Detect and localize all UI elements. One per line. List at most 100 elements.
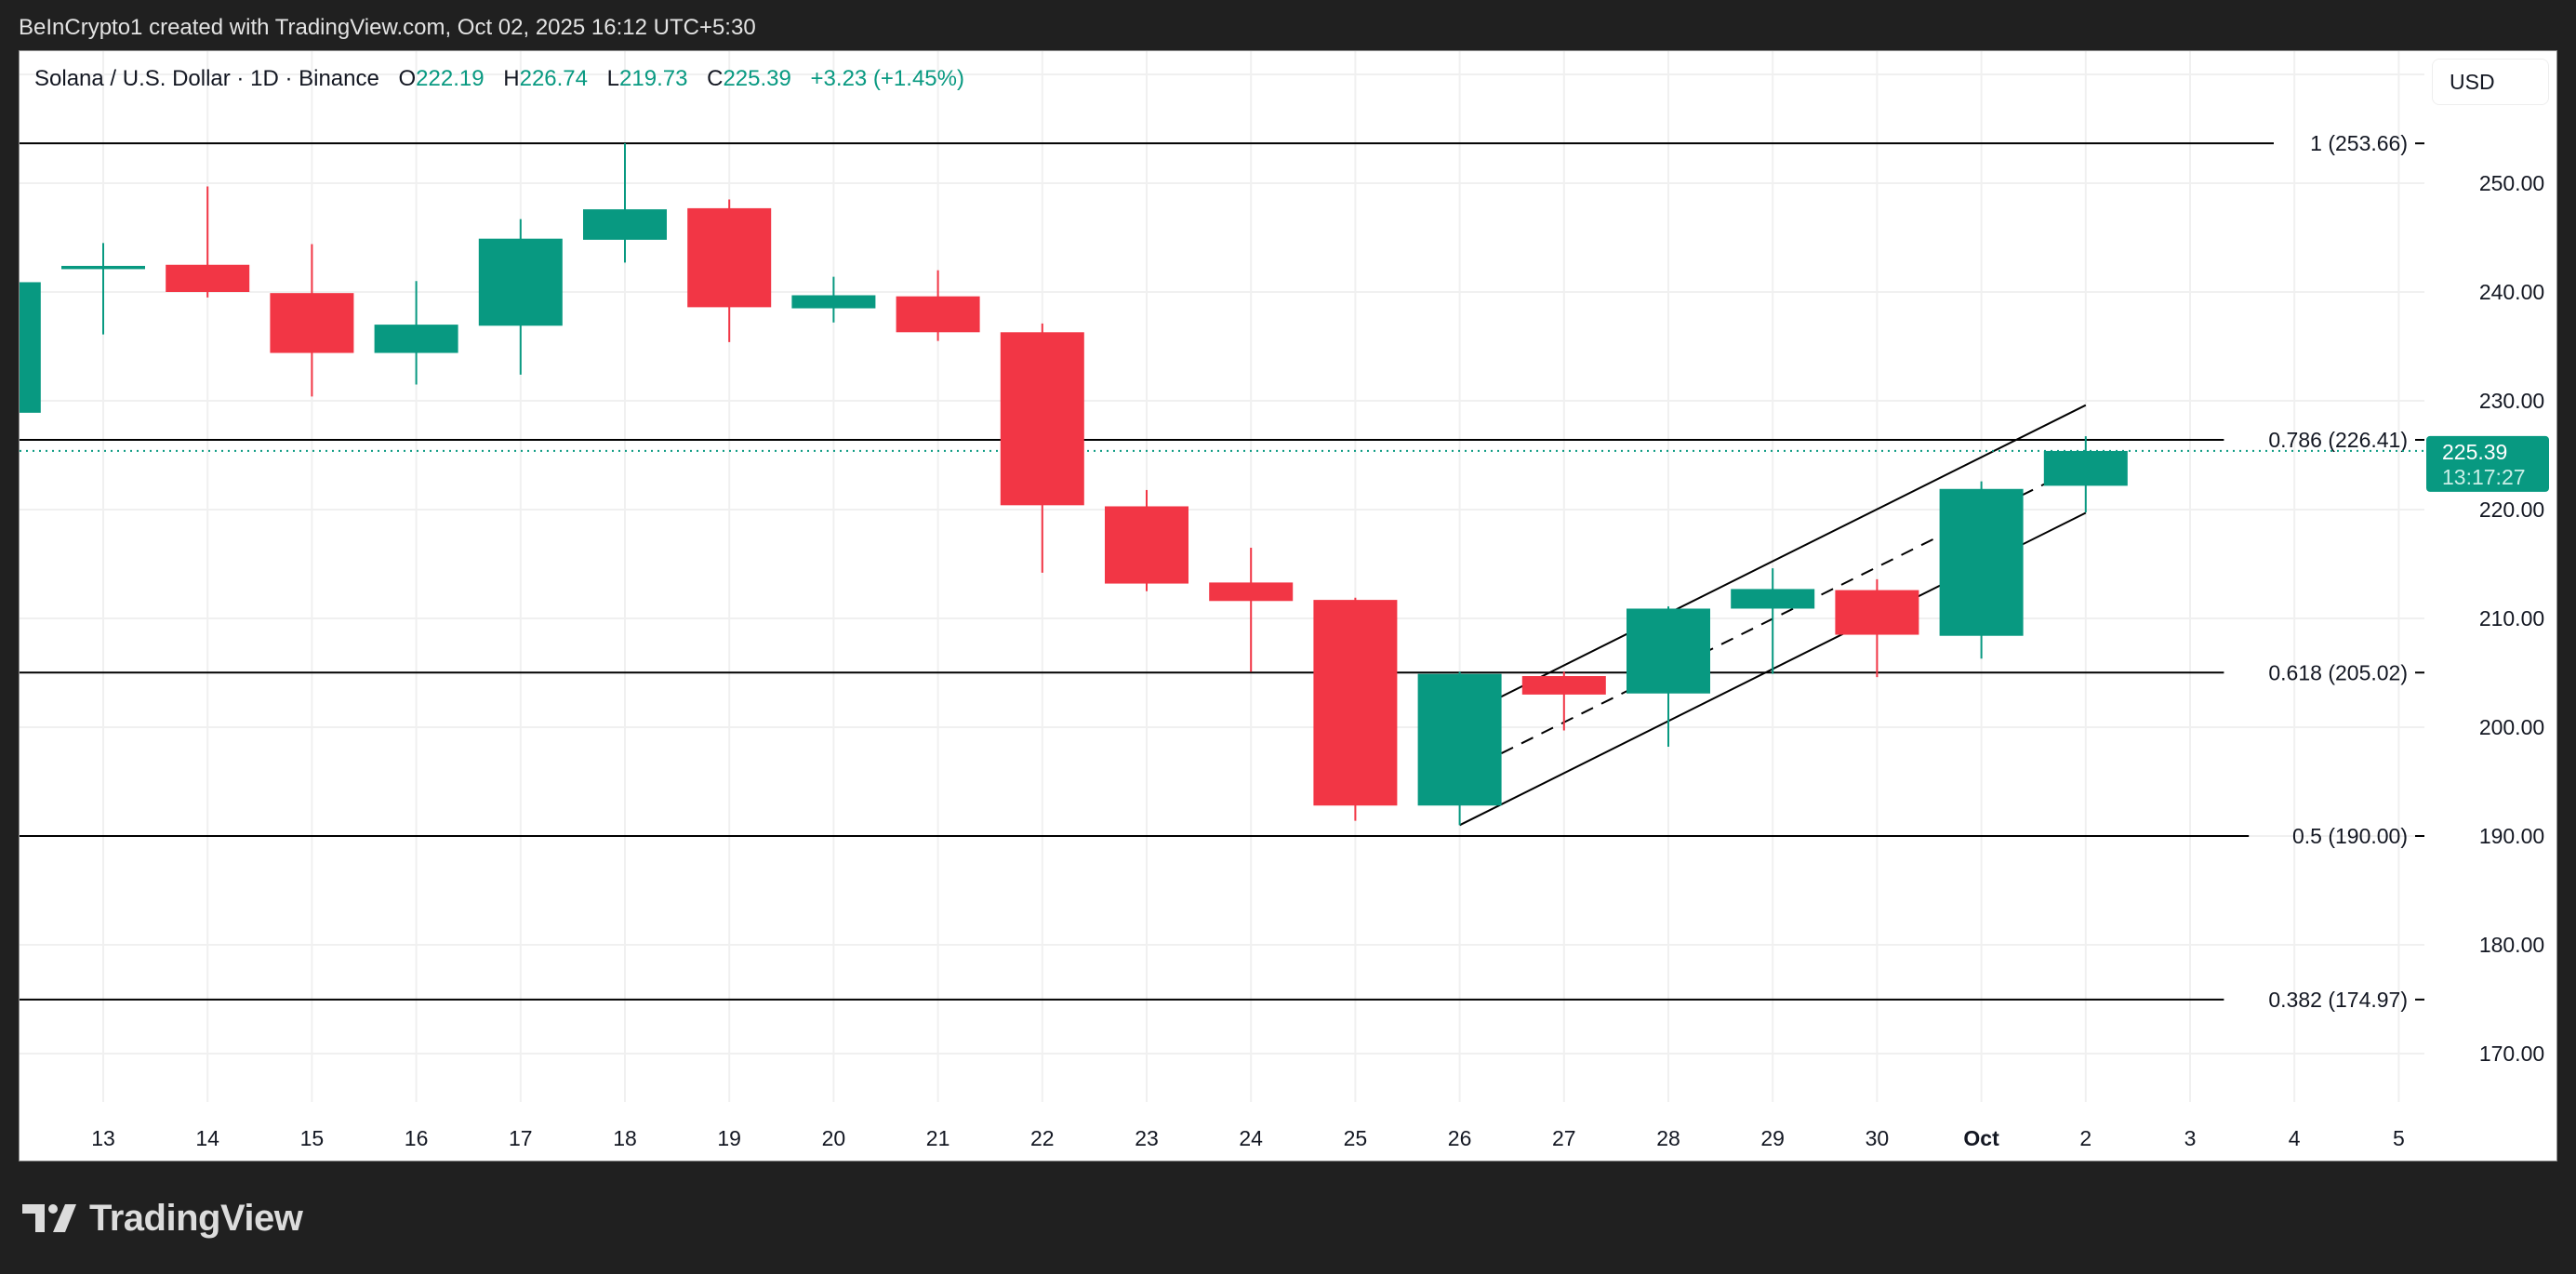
candle [1000, 323, 1084, 573]
fib-level-label: 1 (253.66) [2310, 131, 2408, 155]
channel-upper-line[interactable] [1459, 404, 2087, 719]
time-axis[interactable]: 13 14 15 16 17 18 19 20 21 22 23 24 25 26 27 28 29 30 Oct 2… [20, 1102, 2557, 1161]
last-price-badge-bg [2426, 435, 2549, 492]
price-axis-label: 250.00 [2479, 171, 2544, 195]
candle [896, 270, 980, 341]
time-axis-label: 15 [300, 1126, 325, 1150]
candle-body [583, 209, 667, 240]
candle-body [1731, 589, 1815, 609]
candle [791, 276, 876, 323]
open-label: O [398, 66, 417, 91]
candle [20, 282, 41, 413]
candle [1521, 671, 1606, 731]
candle-body [1521, 676, 1606, 695]
bar-countdown: 13:17:27 [2442, 465, 2526, 489]
open-value: 222.19 [416, 66, 485, 91]
high-label: H [503, 66, 520, 91]
time-axis-label: 29 [1760, 1126, 1785, 1150]
last-price-value: 225.39 [2442, 440, 2507, 464]
time-axis-label: 28 [1656, 1126, 1680, 1150]
symbol-title[interactable]: Solana / U.S. Dollar · 1D · Binance [34, 66, 379, 91]
tradingview-logo-icon [22, 1204, 76, 1232]
time-axis-label: 24 [1239, 1126, 1263, 1150]
time-axis-label: 16 [405, 1126, 429, 1150]
candle-body [1835, 590, 1919, 635]
time-axis-label: 3 [2184, 1126, 2197, 1150]
candle-body [270, 293, 354, 353]
candle [1835, 578, 1919, 678]
low-value: 219.73 [619, 66, 688, 91]
candle-body [1417, 673, 1502, 806]
candle [374, 281, 458, 385]
time-axis-label: 18 [613, 1126, 637, 1150]
candle-body [61, 265, 145, 270]
candle [687, 199, 772, 342]
time-axis-label: 25 [1344, 1126, 1368, 1150]
candle-body [166, 264, 250, 292]
fibonacci-levels[interactable]: 1 (253.66) 0.786 (226.41) 0.618 (205.02) 0.… [20, 131, 2424, 1012]
price-axis-label: 200.00 [2479, 715, 2544, 739]
price-axis-background[interactable] [2424, 51, 2557, 1161]
candle-body [1000, 332, 1084, 506]
candles [20, 143, 2128, 826]
time-axis-label: 13 [91, 1126, 115, 1150]
candle [478, 219, 563, 375]
candle-body [1939, 488, 2024, 636]
fib-level-label: 0.382 (174.97) [2268, 988, 2408, 1012]
candle [166, 186, 250, 298]
candle [583, 143, 667, 263]
candle-body [1313, 600, 1398, 806]
change-value: +3.23 (+1.45%) [810, 66, 964, 91]
candle [1313, 597, 1398, 821]
candle [2043, 436, 2128, 513]
candle-body [1105, 506, 1188, 584]
price-axis-label: 220.00 [2479, 498, 2544, 522]
time-axis-label: Oct [1963, 1126, 1999, 1150]
time-axis-label: 5 [2393, 1126, 2405, 1150]
tradingview-logo: TradingView [22, 1197, 303, 1239]
candle-body [896, 296, 980, 333]
candle-body [478, 238, 563, 326]
candle-body [1627, 608, 1710, 694]
candle [1627, 606, 1710, 748]
price-axis-label: 190.00 [2479, 824, 2544, 848]
close-value: 225.39 [723, 66, 791, 91]
candle [1731, 568, 1815, 674]
time-axis-label: 22 [1030, 1126, 1055, 1150]
candle [270, 244, 354, 397]
time-axis-label: 4 [2289, 1126, 2301, 1150]
time-axis-label: 26 [1448, 1126, 1472, 1150]
low-label: L [606, 66, 620, 91]
candle [61, 243, 145, 335]
price-axis[interactable]: 170.00 180.00 190.00 200.00 210.00 220.00 230.… [2424, 51, 2557, 1161]
price-axis-label: 230.00 [2479, 389, 2544, 413]
price-axis-label: 170.00 [2479, 1042, 2544, 1066]
candle-body [20, 282, 41, 413]
fib-level-label: 0.5 (190.00) [2292, 824, 2408, 848]
chart-pane[interactable]: 1 (253.66) 0.786 (226.41) 0.618 (205.02) 0.… [19, 50, 2557, 1161]
candle-body [374, 325, 458, 353]
tradingview-logo-text: TradingView [89, 1197, 303, 1239]
candle [1209, 547, 1294, 672]
price-axis-label: 210.00 [2479, 606, 2544, 630]
time-axis-label: 23 [1135, 1126, 1159, 1150]
time-axis-label: 27 [1552, 1126, 1576, 1150]
time-axis-label: 30 [1866, 1126, 1890, 1150]
candle [1939, 481, 2024, 659]
candle-body [2043, 450, 2128, 486]
price-axis-label: 240.00 [2479, 280, 2544, 304]
time-axis-label: 20 [822, 1126, 846, 1150]
candle-body [791, 295, 876, 309]
time-axis-label: 21 [926, 1126, 950, 1150]
candle [1105, 489, 1188, 591]
candle-body [687, 207, 772, 308]
time-axis-label: 2 [2079, 1126, 2091, 1150]
close-label: C [707, 66, 724, 91]
time-axis-background[interactable] [20, 1102, 2557, 1161]
fib-level-label: 0.618 (205.02) [2268, 660, 2408, 684]
candle-body [1209, 582, 1294, 602]
currency-button[interactable]: USD [2432, 59, 2549, 105]
candlestick-chart[interactable]: 1 (253.66) 0.786 (226.41) 0.618 (205.02) 0.… [19, 50, 2557, 1161]
candle [1417, 671, 1502, 826]
